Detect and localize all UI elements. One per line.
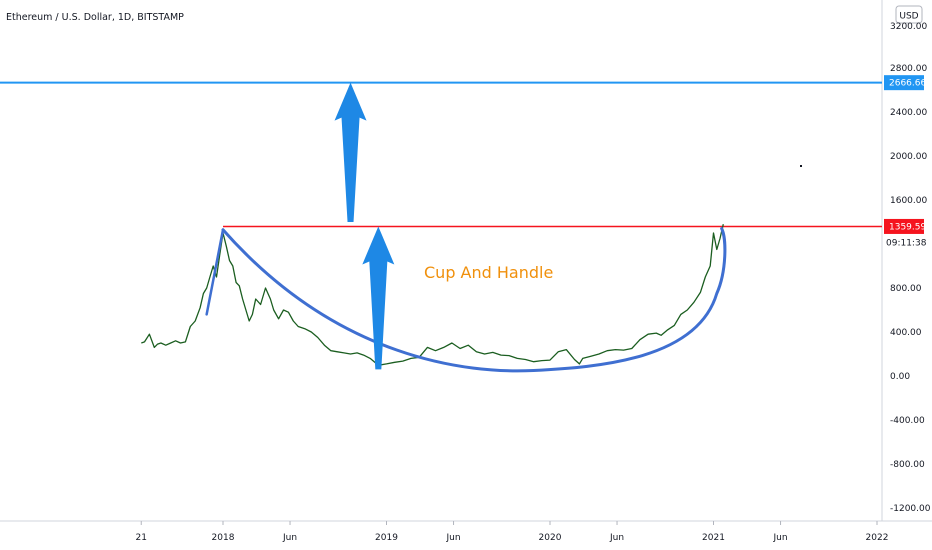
- measured-move-arrow[interactable]: [362, 226, 395, 370]
- y-tick-label: 1600.00: [890, 196, 927, 206]
- x-tick-label: 2022: [866, 533, 889, 543]
- y-tick-label: 2000.00: [890, 152, 927, 162]
- x-tick-label: Jun: [773, 533, 788, 543]
- currency-button[interactable]: USD: [895, 5, 923, 24]
- svg-text:2666.66: 2666.66: [889, 79, 926, 89]
- price-series-line: [141, 224, 724, 366]
- resistance-price-label: 1359.59: [884, 218, 926, 234]
- x-tick-label: 2018: [212, 533, 235, 543]
- x-tick-label: 2021: [702, 533, 725, 543]
- stray-dot: [800, 165, 802, 167]
- y-tick-label: -400.00: [890, 416, 925, 426]
- x-tick-label: 2020: [539, 533, 562, 543]
- cup-curve-drawing[interactable]: [221, 227, 727, 373]
- x-tick-label: Jun: [282, 533, 297, 543]
- target-price-label: 2666.66: [884, 75, 926, 91]
- trend-stroke-drawing[interactable]: [205, 228, 225, 316]
- target-arrow[interactable]: [334, 82, 367, 223]
- svg-text:1359.59: 1359.59: [889, 222, 926, 232]
- x-tick-label: Jun: [446, 533, 461, 543]
- y-tick-label: -1200.00: [890, 504, 931, 514]
- x-tick-label: 21: [136, 533, 147, 543]
- y-tick-label: 2400.00: [890, 108, 927, 118]
- currency-label: USD: [899, 12, 918, 22]
- cup-and-handle-label: Cup And Handle: [424, 263, 553, 282]
- y-tick-label: 400.00: [890, 328, 922, 338]
- y-tick-label: -800.00: [890, 460, 925, 470]
- y-tick-label: 0.00: [890, 372, 910, 382]
- y-tick-label: 800.00: [890, 284, 922, 294]
- y-tick-label: 2800.00: [890, 64, 927, 74]
- x-tick-label: Jun: [609, 533, 624, 543]
- y-tick-top: 3200.00: [890, 22, 927, 32]
- bar-countdown: 09:11:38: [886, 238, 927, 248]
- x-tick-label: 2019: [375, 533, 398, 543]
- chart-title: Ethereum / U.S. Dollar, 1D, BITSTAMP: [6, 12, 184, 23]
